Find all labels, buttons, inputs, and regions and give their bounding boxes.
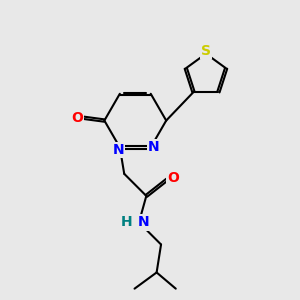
Text: H: H xyxy=(121,215,132,230)
Text: O: O xyxy=(71,111,83,124)
Text: N: N xyxy=(138,215,149,230)
Text: N: N xyxy=(112,143,124,157)
Text: N: N xyxy=(148,140,160,154)
Text: O: O xyxy=(167,171,179,185)
Text: S: S xyxy=(201,44,211,58)
